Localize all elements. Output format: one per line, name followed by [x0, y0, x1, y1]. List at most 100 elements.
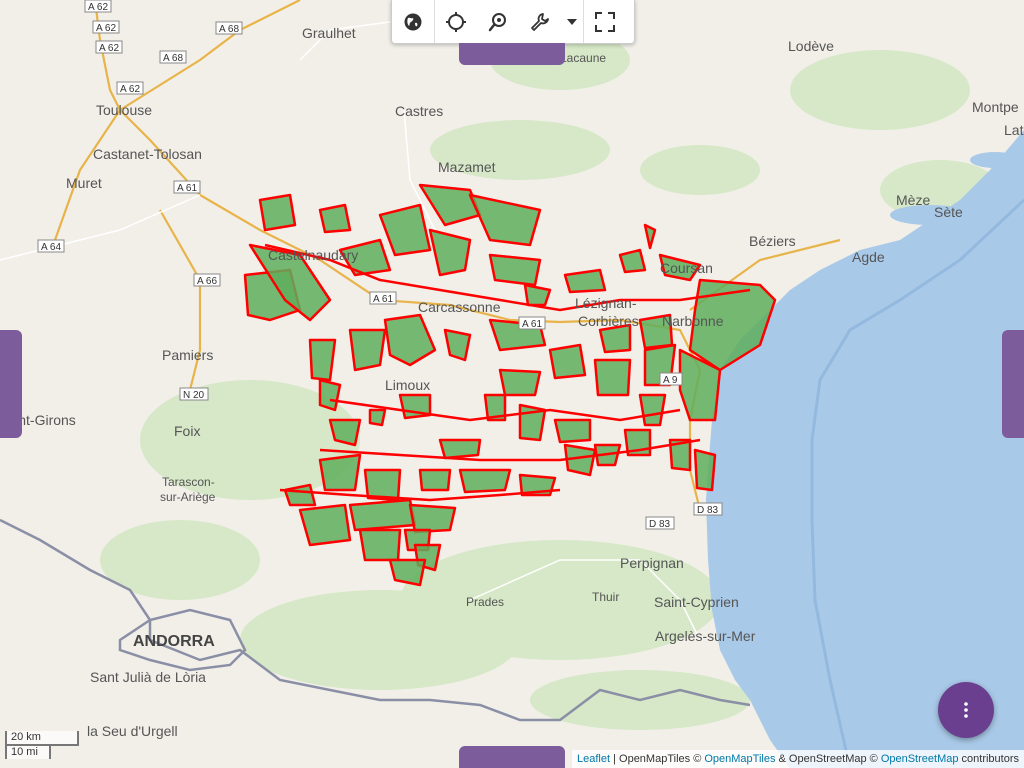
region-polygon[interactable] [443, 328, 472, 362]
region-polygon[interactable] [308, 338, 337, 382]
region-polygon[interactable] [548, 343, 587, 380]
region-polygon[interactable] [488, 253, 542, 287]
region-polygon[interactable] [643, 223, 657, 250]
place-graulhet: Graulhet [302, 25, 356, 41]
road-shield: A 64 [37, 239, 65, 253]
region-polygon[interactable] [348, 498, 417, 532]
openstreetmap-link[interactable]: OpenStreetMap [880, 753, 959, 765]
scale-mi: 10 mi [5, 744, 51, 759]
place-seu-urgell: la Seu d'Urgell [87, 723, 178, 739]
locate-button[interactable] [435, 0, 477, 43]
left-drawer-handle[interactable] [0, 330, 22, 438]
region-polygon[interactable] [248, 243, 332, 322]
region-polygon[interactable] [598, 323, 632, 354]
attribution-text: & OpenStreetMap © [775, 753, 881, 765]
svg-text:A 62: A 62 [120, 84, 140, 95]
place-tarascon: Tarascon- [162, 475, 215, 489]
more-vertical-icon [964, 702, 968, 718]
svg-text:A 66: A 66 [197, 276, 217, 287]
region-polygon[interactable] [383, 313, 437, 367]
region-polygon[interactable] [348, 328, 387, 372]
toolbar-divider [583, 0, 584, 43]
road-shield: N 20 [179, 387, 209, 401]
region-polygon[interactable] [318, 203, 352, 234]
place-castanet: Castanet-Tolosan [93, 146, 202, 162]
region-polygon[interactable] [483, 393, 507, 422]
region-polygon[interactable] [378, 203, 432, 257]
region-polygon[interactable] [468, 193, 542, 247]
attribution-text: contributors [958, 753, 1019, 765]
lagoon-north [970, 152, 1020, 168]
sea-contour [810, 198, 1024, 768]
region-polygon[interactable] [498, 368, 542, 397]
region-polygon[interactable] [283, 483, 317, 507]
svg-text:N 20: N 20 [183, 390, 205, 401]
wrench-icon [531, 12, 549, 31]
place-thuir: Thuir [592, 590, 619, 604]
andorra-border [118, 608, 247, 672]
region-polygon[interactable] [418, 468, 452, 492]
road-shield: A 62 [116, 81, 144, 95]
region-polygon[interactable] [258, 193, 297, 232]
region-polygon[interactable] [328, 418, 362, 447]
region-polygon[interactable] [428, 228, 472, 277]
svg-text:A 61: A 61 [522, 319, 542, 330]
region-polygon[interactable] [368, 408, 387, 427]
crosshair-icon [446, 11, 466, 32]
tools-button[interactable] [519, 0, 561, 43]
region-polygon[interactable] [668, 438, 692, 472]
place-meze: Mèze [896, 192, 930, 208]
globe-button[interactable] [392, 0, 434, 43]
region-polygon[interactable] [318, 453, 362, 492]
road-shield: D 83 [645, 516, 675, 530]
svg-text:A 64: A 64 [41, 242, 61, 253]
region-polygon[interactable] [553, 418, 592, 444]
bottom-drawer-handle[interactable] [459, 746, 565, 768]
region-polygon[interactable] [688, 278, 777, 372]
region-polygon[interactable] [298, 503, 352, 547]
place-muret: Muret [66, 175, 102, 191]
mediterranean-sea [706, 130, 1024, 768]
region-polygon[interactable] [593, 358, 632, 397]
right-drawer-handle[interactable] [1002, 330, 1024, 438]
region-polygon[interactable] [388, 558, 427, 587]
region-polygon[interactable] [658, 253, 702, 282]
fullscreen-button[interactable] [584, 0, 626, 43]
region-polygon[interactable] [438, 438, 482, 460]
region-polygon[interactable] [318, 378, 342, 412]
region-polygon[interactable] [358, 528, 402, 562]
svg-text:D 83: D 83 [697, 505, 719, 516]
region-polygon[interactable] [458, 468, 512, 494]
openmaptiles-link[interactable]: OpenMapTiles [704, 753, 776, 765]
tools-dropdown[interactable] [561, 0, 583, 43]
map-pin-search-icon [488, 12, 506, 31]
region-polygon[interactable] [618, 248, 647, 274]
place-beziers: Béziers [749, 233, 796, 249]
more-actions-button[interactable] [938, 682, 994, 738]
place-toulouse: Toulouse [96, 102, 152, 118]
toolbar-divider [434, 0, 435, 43]
road-shield: A 61 [173, 180, 201, 194]
region-polygon[interactable] [408, 503, 457, 534]
place-lezignan: Lézignan- [575, 295, 637, 311]
region-polygon[interactable] [638, 393, 667, 427]
place-foix: Foix [174, 423, 200, 439]
region-boundary-lines [264, 243, 751, 502]
top-drawer-handle[interactable] [459, 43, 565, 65]
road-shield: A 61 [369, 291, 397, 305]
region-polygons[interactable] [243, 183, 777, 587]
region-polygon[interactable] [563, 268, 607, 294]
place-lodeve: Lodève [788, 38, 834, 54]
svg-text:A 61: A 61 [373, 294, 393, 305]
place-mazamet: Mazamet [438, 159, 496, 175]
leaflet-link[interactable]: Leaflet [577, 753, 611, 765]
region-polygon[interactable] [693, 448, 717, 492]
region-polygon[interactable] [563, 443, 597, 477]
svg-text:A 61: A 61 [177, 183, 197, 194]
search-location-button[interactable] [477, 0, 519, 43]
place-carcassonne: Carcassonne [418, 299, 501, 315]
place-pamiers: Pamiers [162, 347, 213, 363]
region-polygon[interactable] [523, 283, 552, 307]
road-shield: A 9 [659, 372, 683, 386]
